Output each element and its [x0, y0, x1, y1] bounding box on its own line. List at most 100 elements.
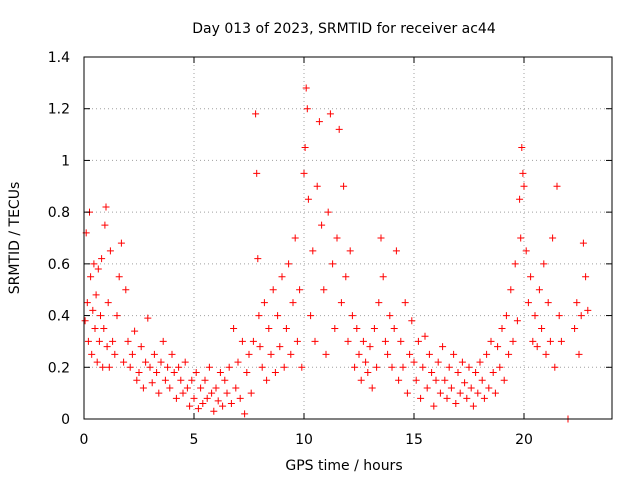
- data-point: [480, 394, 488, 402]
- data-point: [296, 286, 304, 294]
- data-point: [474, 389, 482, 397]
- data-point: [146, 363, 154, 371]
- data-point: [98, 255, 106, 263]
- data-point: [131, 327, 139, 335]
- data-point: [368, 384, 376, 392]
- data-point: [575, 350, 583, 358]
- data-point: [157, 358, 165, 366]
- data-point: [234, 358, 242, 366]
- data-point: [214, 397, 222, 405]
- data-points: [81, 84, 592, 423]
- data-point: [155, 389, 163, 397]
- data-point: [210, 407, 218, 415]
- data-point: [256, 343, 264, 351]
- data-point: [318, 221, 326, 229]
- data-point: [463, 394, 471, 402]
- data-point: [293, 337, 301, 345]
- data-point: [348, 312, 356, 320]
- data-point: [93, 358, 101, 366]
- data-point: [274, 312, 282, 320]
- data-point: [302, 84, 310, 92]
- y-tick-label: 0.4: [48, 309, 70, 325]
- data-point: [388, 363, 396, 371]
- data-point: [236, 394, 244, 402]
- x-tick-label: 15: [405, 432, 423, 448]
- data-point: [137, 343, 145, 351]
- data-point: [252, 110, 260, 118]
- data-point: [113, 312, 121, 320]
- data-point: [128, 350, 136, 358]
- data-point: [452, 399, 460, 407]
- data-point: [298, 363, 306, 371]
- data-point: [241, 410, 249, 418]
- data-point: [340, 182, 348, 190]
- data-point: [337, 299, 345, 307]
- data-point: [208, 389, 216, 397]
- y-tick-label: 1: [61, 153, 70, 169]
- data-point: [192, 368, 200, 376]
- data-point: [260, 299, 268, 307]
- data-point: [232, 384, 240, 392]
- data-point: [307, 312, 315, 320]
- data-point: [101, 221, 109, 229]
- data-point: [485, 384, 493, 392]
- data-point: [478, 376, 486, 384]
- data-point: [439, 343, 447, 351]
- data-point: [269, 286, 277, 294]
- data-point: [384, 350, 392, 358]
- data-point: [412, 376, 420, 384]
- data-point: [148, 379, 156, 387]
- data-point: [186, 402, 194, 410]
- data-point: [392, 247, 400, 255]
- data-point: [377, 234, 385, 242]
- plot-frame: [83, 56, 613, 420]
- data-point: [379, 273, 387, 281]
- data-point: [538, 325, 546, 332]
- data-point: [320, 286, 328, 294]
- data-point: [364, 368, 372, 376]
- data-point: [142, 358, 150, 366]
- data-point: [436, 389, 444, 397]
- data-point: [253, 169, 261, 177]
- data-point: [95, 337, 103, 345]
- data-point: [557, 337, 565, 345]
- data-point: [201, 376, 209, 384]
- data-point: [161, 376, 169, 384]
- data-point: [553, 182, 561, 190]
- data-point: [450, 350, 458, 358]
- data-point: [280, 363, 288, 371]
- data-point: [104, 299, 112, 307]
- data-point: [395, 376, 403, 384]
- data-point: [183, 384, 191, 392]
- axis-ticks: 0 5 10 15 20 0 0.2 0.4 0.6 0.8 1 1.2 1.4: [48, 50, 612, 448]
- data-point: [324, 208, 332, 216]
- data-point: [406, 350, 414, 358]
- data-point: [249, 337, 257, 345]
- data-point: [458, 358, 466, 366]
- data-point: [432, 376, 440, 384]
- data-point: [315, 118, 323, 126]
- data-point: [135, 368, 143, 376]
- data-point: [122, 286, 130, 294]
- x-tick-label: 10: [295, 432, 313, 448]
- data-point: [531, 312, 539, 320]
- data-point: [584, 306, 592, 314]
- data-point: [375, 299, 383, 307]
- data-point: [153, 368, 161, 376]
- data-point: [111, 350, 119, 358]
- data-point: [571, 325, 579, 332]
- data-point: [291, 234, 299, 242]
- data-point: [582, 273, 590, 281]
- data-point: [397, 337, 405, 345]
- data-point: [333, 234, 341, 242]
- data-point: [500, 376, 508, 384]
- data-point: [410, 358, 418, 366]
- data-point: [546, 337, 554, 345]
- data-point: [188, 376, 196, 384]
- data-point: [447, 384, 455, 392]
- data-point: [529, 337, 537, 345]
- data-point: [282, 325, 290, 332]
- data-point: [289, 299, 297, 307]
- data-point: [247, 389, 255, 397]
- data-point: [421, 332, 429, 340]
